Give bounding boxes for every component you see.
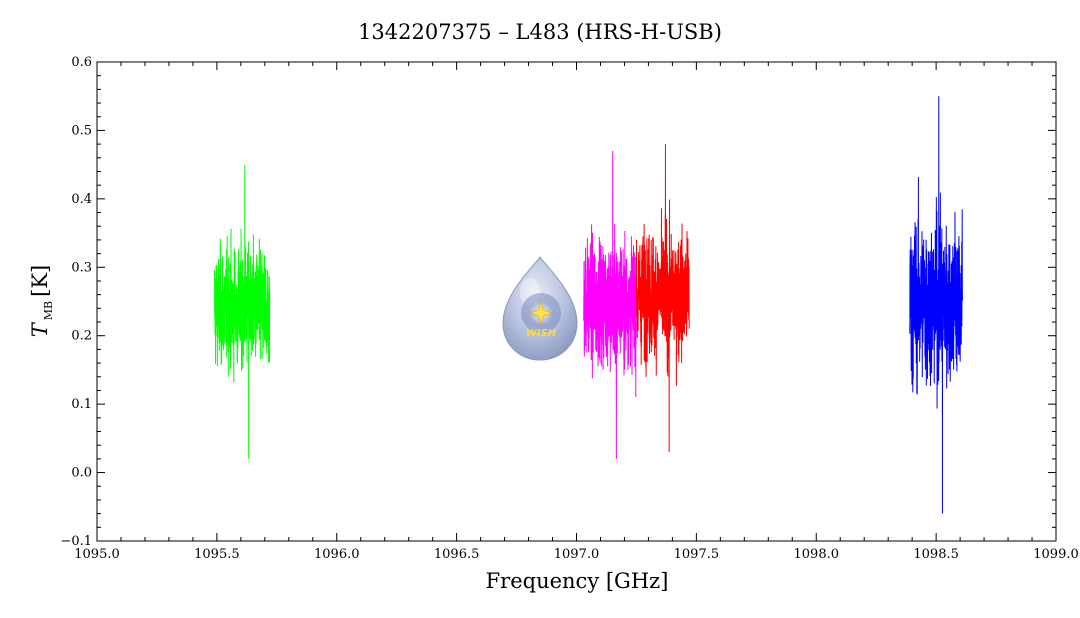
spectrum-series-3	[909, 96, 963, 514]
y-tick-label: 0.5	[71, 123, 92, 138]
y-axis-label-subscript: MB	[42, 301, 55, 320]
spectrum-series-2	[635, 144, 690, 453]
y-axis-label-unit: [K]	[28, 265, 52, 297]
x-tick-label: 1099.0	[1033, 547, 1079, 562]
spectrum-series-0	[213, 164, 271, 459]
y-tick-label: −0.1	[60, 534, 92, 549]
x-tick-labels: 1095.0 1095.5 1096.0 1096.5 1097.0 1097.5 1098…	[74, 547, 1079, 562]
x-tick-label: 1095.0	[74, 547, 120, 562]
x-tick-label: 1098.0	[794, 547, 840, 562]
x-tick-label: 1095.5	[194, 547, 240, 562]
x-tick-label: 1097.5	[674, 547, 720, 562]
y-tick-label: 0.0	[71, 466, 92, 481]
star-icon	[529, 300, 553, 326]
chart-title: 1342207375 – L483 (HRS-H-USB)	[358, 20, 722, 44]
spectra-series	[213, 96, 963, 514]
x-tick-label: 1096.0	[314, 547, 360, 562]
y-tick-label: 0.4	[71, 192, 92, 207]
y-tick-label: 0.6	[71, 55, 92, 70]
x-tick-label: 1097.0	[554, 547, 600, 562]
y-tick-labels: −0.1 0.0 0.1 0.2 0.3 0.4 0.5 0.6	[60, 55, 92, 549]
x-tick-label: 1098.5	[913, 547, 959, 562]
y-tick-label: 0.2	[71, 329, 92, 344]
axis-ticks	[96, 61, 1057, 542]
y-axis-label: TMB [K]	[28, 265, 55, 337]
logo-text: WISH	[526, 328, 557, 339]
x-axis-label: Frequency [GHz]	[486, 569, 669, 593]
y-tick-label: 0.1	[71, 397, 92, 412]
svg-text:TMB[K]: TMB [K]	[28, 265, 55, 337]
wish-logo: WISH	[502, 256, 578, 361]
y-axis-label-symbol: T	[28, 321, 52, 337]
x-tick-label: 1096.5	[434, 547, 480, 562]
spectrum-series-1	[583, 150, 637, 459]
y-tick-label: 0.3	[71, 260, 92, 275]
